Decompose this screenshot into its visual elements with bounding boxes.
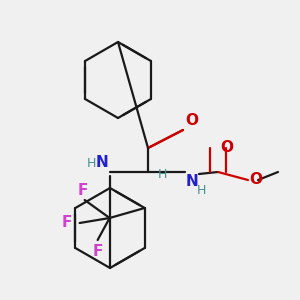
Text: H: H [197, 184, 206, 197]
Text: O: O [220, 140, 233, 155]
Text: F: F [92, 244, 103, 259]
Text: N: N [95, 155, 108, 170]
Text: O: O [185, 113, 198, 128]
Text: F: F [61, 215, 72, 230]
Text: H: H [87, 157, 96, 170]
Text: H: H [158, 167, 167, 181]
Text: N: N [186, 174, 199, 189]
Text: F: F [77, 183, 88, 198]
Text: O: O [249, 172, 262, 188]
